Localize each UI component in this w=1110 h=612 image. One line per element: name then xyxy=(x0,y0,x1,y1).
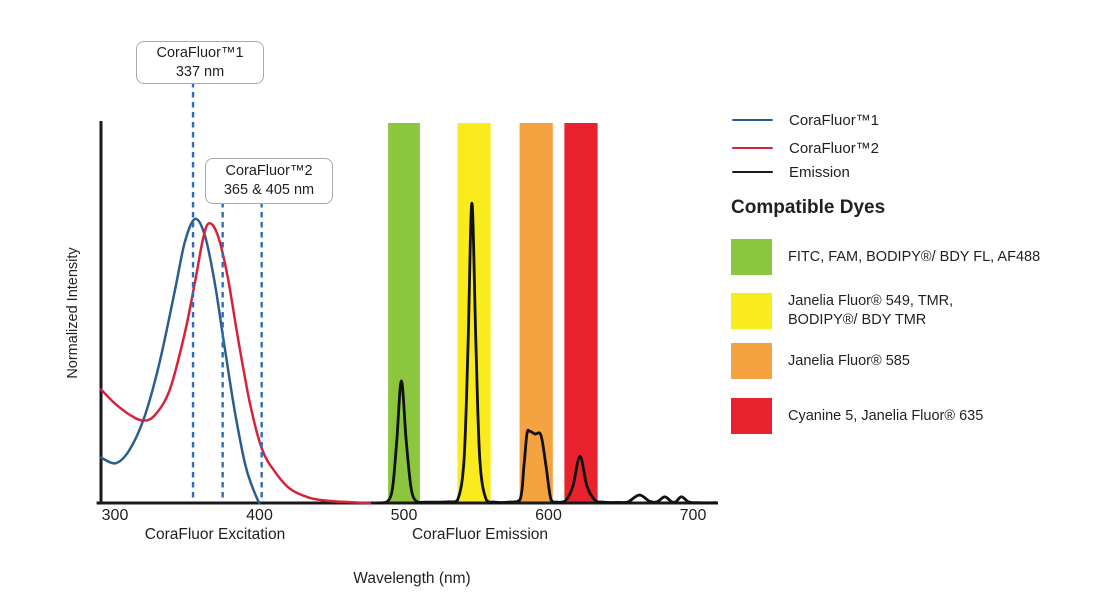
dye-label: Janelia Fluor® 549, TMR, BODIPY®/ BDY TM… xyxy=(788,293,954,328)
dye-label: Cyanine 5, Janelia Fluor® 635 xyxy=(788,407,984,424)
x-tick-label-700: 700 xyxy=(679,507,707,524)
curve-corafluor-1 xyxy=(99,217,261,505)
dye-item-yellow: Janelia Fluor® 549, TMR, BODIPY®/ BDY TM… xyxy=(731,292,953,329)
dye-item-orange: Janelia Fluor® 585 xyxy=(731,343,910,379)
legend-line-swatch-black xyxy=(732,170,773,174)
x-axis-title: Wavelength (nm) xyxy=(353,570,471,587)
annotation-corafluor1: CoraFluor™1 337 nm xyxy=(136,41,264,84)
legend-item-corafluor1: CoraFluor™1 xyxy=(732,110,879,130)
band-fitc-fam-bodipyfl-af488 xyxy=(388,123,420,503)
legend-label: Emission xyxy=(789,163,850,181)
annotation-corafluor2: CoraFluor™2 365 & 405 nm xyxy=(205,158,333,204)
dye-item-green: FITC, FAM, BODIPY®/ BDY FL, AF488 xyxy=(731,239,1040,275)
x-tick-label-300: 300 xyxy=(101,507,129,524)
dye-label: FITC, FAM, BODIPY®/ BDY FL, AF488 xyxy=(788,248,1041,265)
x-tick-label-400: 400 xyxy=(246,507,273,524)
annotation-corafluor1-name: CoraFluor™1 xyxy=(156,44,244,61)
axis-caption-emission: CoraFluor Emission xyxy=(411,526,549,543)
annotation-corafluor1-wavelength: 337 nm xyxy=(175,63,225,80)
curve-corafluor-2 xyxy=(99,222,372,505)
annotation-corafluor2-wavelength: 365 & 405 nm xyxy=(223,182,315,198)
curve-emission xyxy=(376,201,718,505)
annotation-corafluor2-name: CoraFluor™2 xyxy=(225,163,313,179)
x-tick-label-600: 600 xyxy=(535,507,562,524)
legend-label: CoraFluor™2 xyxy=(789,139,880,157)
axis-caption-excitation: CoraFluor Excitation xyxy=(144,526,286,543)
dye-swatch-green xyxy=(731,239,772,275)
y-axis-title: Normalized Intensity xyxy=(65,247,81,379)
legend-line-swatch-blue xyxy=(732,118,773,122)
compatible-dyes-heading: Compatible Dyes xyxy=(731,197,886,218)
dye-swatch-red xyxy=(731,398,772,434)
legend-item-corafluor2: CoraFluor™2 xyxy=(732,138,879,158)
dye-swatch-orange xyxy=(731,343,772,379)
dye-label: Janelia Fluor® 585 xyxy=(788,352,910,369)
dye-swatch-yellow xyxy=(731,292,772,329)
legend-item-emission: Emission xyxy=(732,162,850,182)
x-tick-label-500: 500 xyxy=(390,507,418,524)
dye-item-red: Cyanine 5, Janelia Fluor® 635 xyxy=(731,398,983,434)
band-cy5-jf635 xyxy=(564,123,598,503)
legend-label: CoraFluor™1 xyxy=(789,111,880,129)
legend-line-swatch-red xyxy=(732,146,773,150)
